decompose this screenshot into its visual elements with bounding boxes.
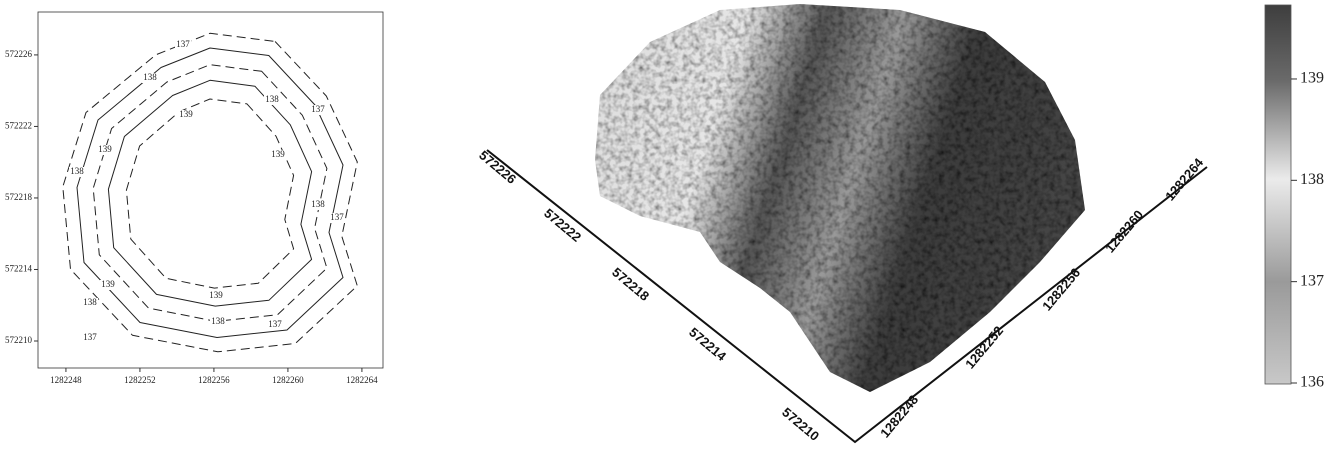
x-tick-label: 1282252 — [124, 375, 156, 385]
contour-label: 139 — [98, 144, 112, 154]
x-tick-label: 1282264 — [346, 375, 378, 385]
contour-label: 137 — [83, 332, 97, 342]
contour-label: 137 — [311, 104, 325, 114]
y-tick-label: 572214 — [5, 264, 33, 274]
y-tick-label: 572218 — [5, 192, 33, 202]
colorbar: 136 137 138 139 — [1265, 5, 1324, 391]
colorbar-tick-label: 136 — [1300, 374, 1324, 391]
x-axis-label-3d: 1282248 — [877, 392, 921, 440]
colorbar-scale — [1265, 5, 1291, 384]
x-tick-label: 1282260 — [272, 375, 304, 385]
y-tick-label: 572222 — [5, 120, 32, 130]
contour-line — [108, 80, 311, 306]
contour-line — [93, 65, 327, 322]
colorbar-tick-label: 138 — [1300, 171, 1324, 188]
x-axis-label-3d: 1282264 — [1162, 155, 1207, 204]
contour-label: 138 — [143, 72, 157, 82]
figure: 1282248 1282252 1282256 1282260 1282264 57221… — [0, 0, 1338, 461]
contour-label: 139 — [271, 149, 285, 159]
x-tick-label: 1282248 — [50, 375, 82, 385]
x-axis-label-3d: 1282256 — [1039, 265, 1083, 313]
contour-label: 139 — [101, 279, 115, 289]
x-axis-label-3d: 1282252 — [962, 323, 1006, 371]
contour-label: 138 — [265, 94, 279, 104]
contour-label: 138 — [70, 166, 84, 176]
contour-line — [63, 33, 358, 352]
y-axis-label-3d: 572218 — [609, 264, 652, 303]
contour-label: 138 — [211, 316, 225, 326]
y-axis-label-3d: 572214 — [686, 324, 729, 364]
y-axis-label-3d: 572226 — [476, 147, 519, 186]
x-axis-label-3d: 1282260 — [1102, 207, 1146, 255]
contour-label: 137 — [176, 39, 190, 49]
contour-label: 139 — [209, 290, 223, 300]
contour-map: 1282248 1282252 1282256 1282260 1282264 57221… — [5, 12, 383, 385]
contour-line — [126, 99, 293, 288]
colorbar-tick-label: 139 — [1300, 70, 1324, 87]
contour-label: 138 — [83, 297, 97, 307]
x-tick-label: 1282256 — [198, 375, 230, 385]
contour-label: 137 — [330, 212, 344, 222]
surface — [595, 4, 1085, 392]
colorbar-tick-label: 137 — [1300, 272, 1324, 289]
y-tick-label: 572226 — [5, 49, 33, 59]
contour-label: 138 — [311, 199, 325, 209]
contour-label: 139 — [179, 109, 193, 119]
y-tick-label: 572210 — [5, 335, 33, 345]
y-axis-label-3d: 572222 — [541, 205, 584, 244]
map-frame — [38, 12, 383, 368]
contour-label: 137 — [268, 319, 282, 329]
